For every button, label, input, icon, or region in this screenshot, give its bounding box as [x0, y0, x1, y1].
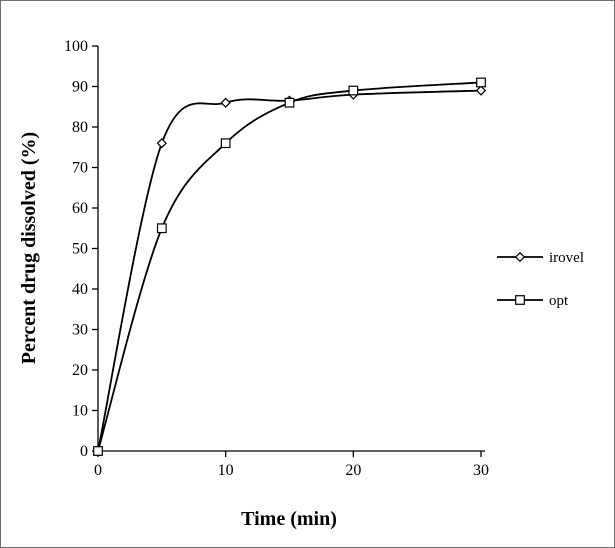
square-marker-icon: [156, 223, 167, 234]
series-opt: [93, 77, 486, 456]
square-marker-icon: [515, 295, 525, 305]
legend-label-irovel: irovel: [549, 250, 584, 266]
series-irovel: [92, 85, 487, 457]
y-tick-label: 80: [72, 119, 88, 136]
y-tick-label: 10: [72, 403, 88, 420]
x-tick-label: 20: [345, 462, 361, 479]
legend-entry-irovel: irovel: [497, 250, 584, 266]
tick-labels: 0 10 20 30 40 50 60 70 80 90 100 0 10 20 30: [64, 38, 489, 479]
y-tick-label: 40: [72, 281, 88, 298]
y-tick-label: 100: [64, 38, 88, 55]
diamond-marker-icon: [220, 97, 231, 108]
square-marker-icon: [284, 97, 295, 108]
legend-label-opt: opt: [549, 293, 569, 309]
x-tick-label: 10: [218, 462, 234, 479]
y-tick-label: 0: [80, 443, 88, 460]
diamond-marker-icon: [475, 85, 487, 96]
legend-entry-opt: opt: [497, 293, 569, 309]
tick-marks: [92, 45, 482, 457]
x-tick-label: 0: [94, 462, 102, 479]
square-marker-icon: [93, 446, 103, 456]
series-line-opt: [97, 81, 482, 452]
diamond-marker-icon: [156, 138, 167, 149]
y-tick-label: 50: [72, 241, 88, 258]
x-axis-title: Time (min): [241, 508, 337, 530]
y-tick-label: 60: [72, 200, 88, 217]
y-tick-label: 70: [72, 160, 88, 177]
y-tick-label: 90: [72, 79, 88, 96]
square-marker-icon: [476, 77, 486, 88]
diamond-marker-icon: [514, 251, 526, 263]
square-marker-icon: [220, 138, 231, 149]
legend: irovel opt: [497, 250, 584, 309]
square-marker-icon: [348, 85, 359, 96]
y-tick-label: 20: [72, 362, 88, 379]
y-axis-title: Percent drug dissolved (%): [18, 131, 40, 365]
series-line-irovel: [97, 89, 482, 452]
y-tick-label: 30: [72, 322, 88, 339]
x-tick-label: 30: [473, 462, 489, 479]
